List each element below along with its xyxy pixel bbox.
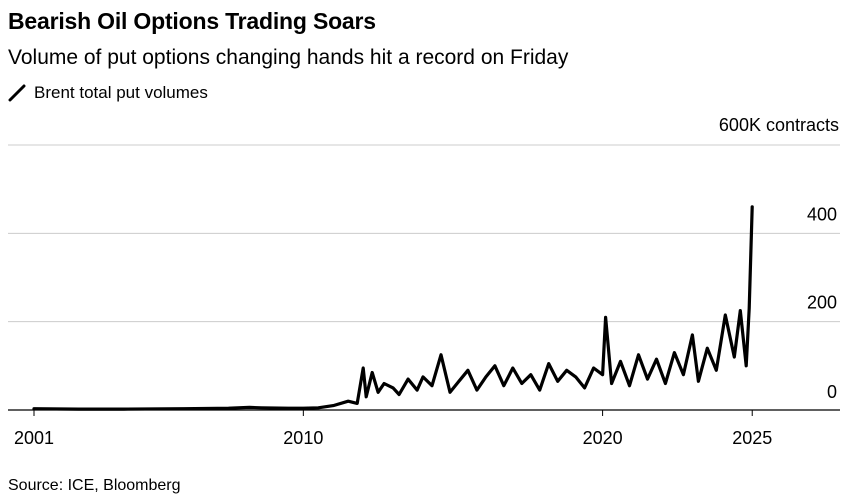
y-tick-label: 0 [827,382,837,402]
source-note: Source: ICE, Bloomberg [8,477,181,494]
chart-subtitle: Volume of put options changing hands hit… [8,46,569,69]
y-tick-label: 400 [807,204,837,224]
x-tick-label: 2025 [732,428,772,448]
legend: Brent total put volumes [8,83,208,103]
x-tick-label: 2010 [283,428,323,448]
legend-label: Brent total put volumes [34,83,208,102]
x-tick-label: 2020 [583,428,623,448]
x-tick-label: 2001 [14,428,54,448]
legend-line-icon [8,84,26,102]
y-axis-unit-label: 600K contracts [719,115,839,135]
y-tick-label: 200 [807,293,837,313]
chart-title: Bearish Oil Options Trading Soars [8,8,376,34]
series-line-0 [32,205,754,411]
